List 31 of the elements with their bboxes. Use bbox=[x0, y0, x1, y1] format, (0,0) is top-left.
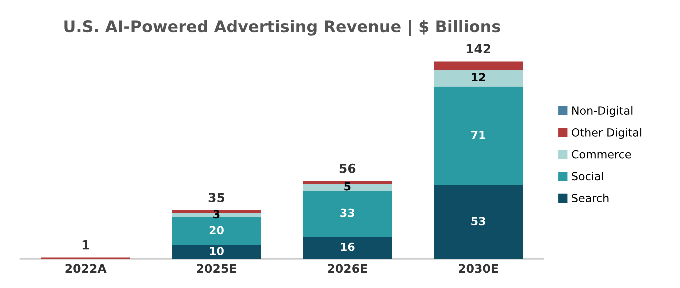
data-label: 20 bbox=[210, 226, 224, 235]
bar bbox=[172, 217, 262, 246]
x-tick-label: 2030E bbox=[459, 264, 498, 274]
bar bbox=[434, 62, 524, 70]
x-tick-label: 2026E bbox=[328, 264, 368, 274]
total-label: 142 bbox=[466, 44, 491, 54]
x-tick-label: 2022A bbox=[66, 264, 107, 274]
bar bbox=[303, 191, 392, 237]
chart-title: U.S. AI-Powered Advertising Revenue | $ Billions bbox=[64, 20, 500, 36]
total-label: 56 bbox=[340, 164, 356, 174]
data-label: 53 bbox=[472, 217, 486, 226]
data-label: 12 bbox=[472, 73, 486, 82]
data-label: 5 bbox=[344, 182, 351, 191]
bar bbox=[303, 184, 392, 192]
x-tick-label: 2025E bbox=[197, 264, 236, 274]
bar bbox=[303, 236, 392, 260]
bar bbox=[434, 185, 524, 260]
bar bbox=[434, 86, 524, 186]
data-label: 10 bbox=[210, 247, 224, 256]
total-label: 1 bbox=[82, 240, 90, 250]
data-label: 16 bbox=[341, 242, 355, 252]
legend-label: Other Digital bbox=[572, 128, 642, 140]
legend-label: Search bbox=[572, 194, 609, 202]
data-label: 71 bbox=[472, 131, 486, 140]
bar bbox=[434, 70, 524, 87]
legend-label: Non-Digital bbox=[572, 106, 633, 118]
bar bbox=[172, 245, 262, 260]
data-label: 33 bbox=[340, 208, 354, 218]
legend-label: Commerce bbox=[572, 150, 632, 159]
legend-label: Social bbox=[572, 172, 604, 181]
total-label: 35 bbox=[208, 193, 225, 203]
